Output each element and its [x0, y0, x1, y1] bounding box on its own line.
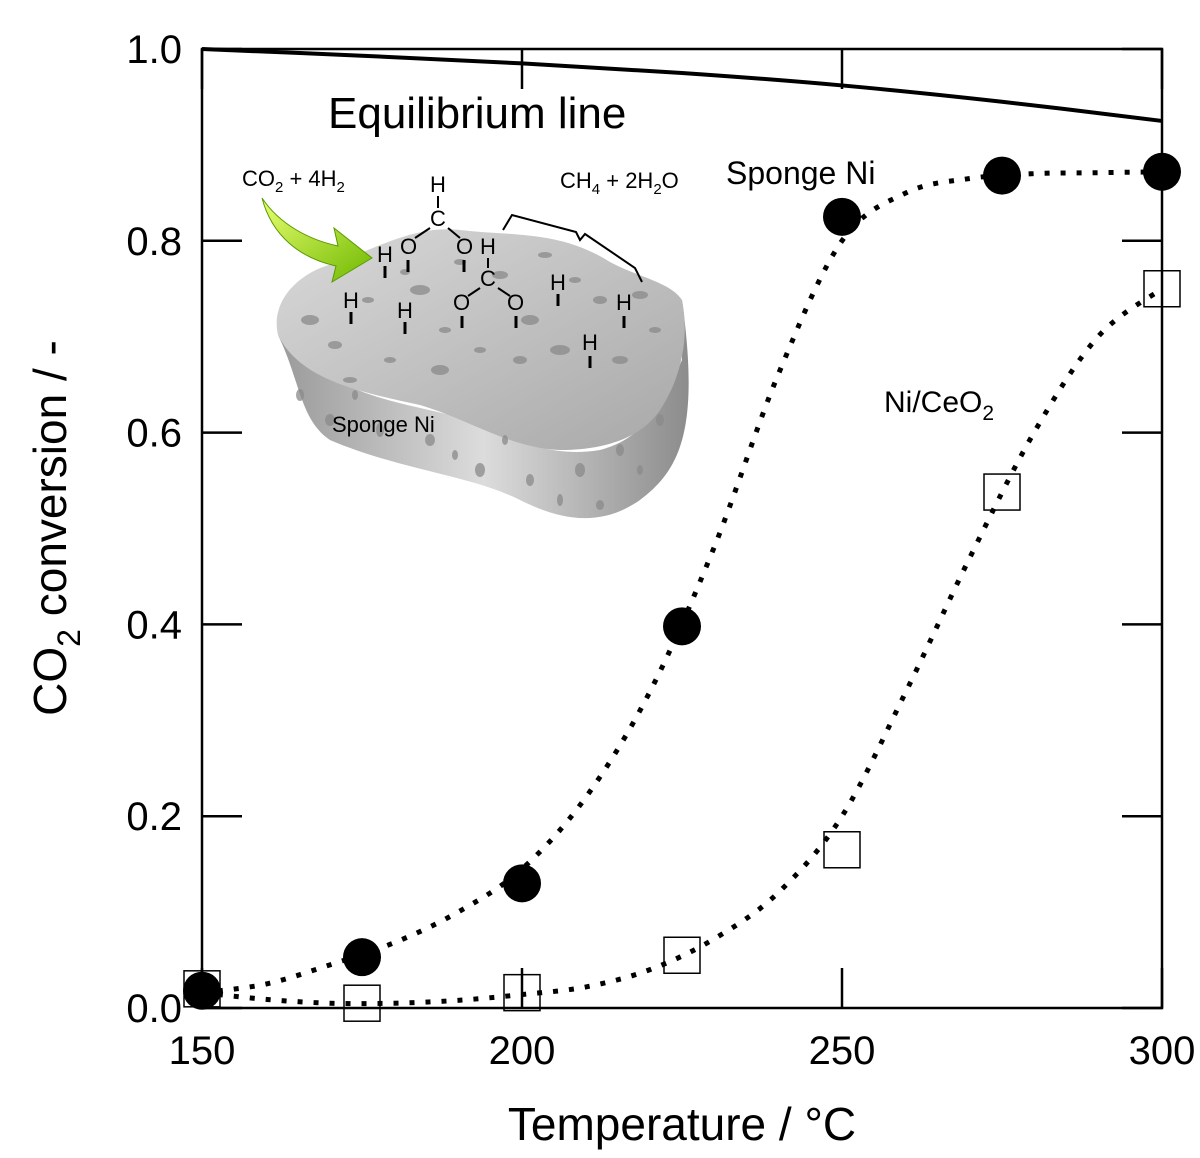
- sponge-ni-series-label: Sponge Ni: [726, 155, 875, 191]
- sponge-ni-point: [663, 607, 701, 646]
- ni-ceo2-point: [823, 831, 861, 869]
- sponge-ni-illustration: Sponge Ni CO2 + 4H2 CH4 + 2H2O H C O O H…: [242, 166, 689, 519]
- pore: [575, 463, 585, 477]
- product-brace: [502, 213, 643, 283]
- atom-h: H: [480, 234, 496, 259]
- plot-frame: [200, 47, 1164, 1010]
- pore: [569, 277, 581, 283]
- y-tick-label: 0.0: [126, 987, 182, 1031]
- pore: [475, 463, 485, 477]
- bond: [447, 227, 461, 239]
- ni-ceo2-point: [343, 984, 381, 1022]
- pore: [526, 474, 534, 486]
- equilibrium-line-label: Equilibrium line: [328, 89, 626, 138]
- pore: [632, 291, 648, 299]
- pore: [410, 285, 430, 295]
- sponge-ni-point: [183, 971, 221, 1010]
- pore: [557, 494, 563, 506]
- ni-ceo2-markers: [183, 270, 1181, 1022]
- pore: [612, 356, 628, 364]
- pore: [376, 423, 384, 437]
- atom-o: O: [507, 290, 524, 315]
- ni-ceo2-point: [503, 973, 541, 1012]
- atom-o: O: [456, 234, 473, 259]
- sponge-side: [278, 300, 689, 519]
- y-tick-label: 0.4: [126, 603, 182, 647]
- pore: [637, 465, 643, 475]
- equilibrium-line: [201, 47, 1163, 123]
- pore: [492, 271, 508, 279]
- sponge-ni-point: [1143, 152, 1181, 191]
- sponge-ni-markers: [183, 152, 1181, 1010]
- pore: [502, 435, 508, 445]
- pore: [593, 296, 607, 304]
- reactant-label: CO2 + 4H2: [242, 166, 345, 196]
- sponge-ni-point: [503, 864, 541, 903]
- atom-c: C: [480, 266, 496, 291]
- pore: [521, 315, 539, 325]
- x-tick-label: 300: [1129, 1029, 1196, 1073]
- pore: [649, 327, 661, 333]
- tick-labels: 150 200 250 300 0.0 0.2 0.4 0.6 0.8 1.0: [126, 28, 1195, 1073]
- x-tick-label: 200: [489, 1029, 556, 1073]
- reaction-arrow-icon: [261, 197, 373, 284]
- pore: [328, 341, 342, 349]
- y-tick-label: 0.8: [126, 220, 182, 264]
- y-tick-label: 1.0: [126, 28, 182, 72]
- pore: [513, 356, 527, 364]
- sponge-ni-point: [823, 197, 861, 236]
- y-tick-label: 0.6: [126, 412, 182, 456]
- pore: [296, 389, 304, 401]
- axis-ticks: [200, 47, 1164, 1010]
- x-tick-label: 150: [169, 1029, 236, 1073]
- pore: [352, 390, 358, 400]
- pore: [656, 414, 664, 426]
- atom-h: H: [582, 330, 598, 355]
- pore: [616, 444, 624, 456]
- bond: [467, 287, 481, 297]
- pore: [384, 357, 396, 363]
- x-axis-title: Temperature / °C: [508, 1098, 856, 1150]
- sponge-ni-point: [343, 938, 381, 977]
- adsorbed-hydrogens: H H H H H H: [343, 242, 632, 368]
- pore: [596, 500, 604, 510]
- pore: [439, 327, 451, 333]
- y-axis-title: CO2 conversion / -: [24, 340, 87, 716]
- atom-h: H: [343, 288, 359, 313]
- sponge-ni-point: [983, 156, 1021, 195]
- ni-ceo2-point: [663, 936, 701, 975]
- atom-h: H: [616, 290, 632, 315]
- product-label: CH4 + 2H2O: [560, 168, 679, 198]
- atom-h: H: [377, 242, 393, 267]
- bond: [497, 287, 511, 297]
- pore: [301, 315, 319, 325]
- pore: [474, 347, 486, 353]
- pore: [431, 365, 449, 375]
- pore: [325, 414, 335, 426]
- atom-o: O: [400, 234, 417, 259]
- ni-ceo2-point: [1143, 270, 1181, 308]
- sponge-top: [276, 229, 685, 450]
- pore: [343, 377, 357, 383]
- atom-c: C: [430, 206, 446, 231]
- pore: [362, 297, 374, 303]
- formate-molecule-1: H C O O: [400, 172, 473, 272]
- pore: [425, 434, 435, 446]
- atom-h: H: [430, 172, 446, 197]
- x-tick-label: 250: [809, 1029, 876, 1073]
- atom-o: O: [453, 290, 470, 315]
- atom-h: H: [397, 298, 413, 323]
- ni-ceo2-point: [983, 473, 1021, 511]
- formate-molecule-2: H C O O: [453, 234, 524, 328]
- ni-ceo2-series-label: Ni/CeO2: [884, 386, 994, 425]
- atom-h: H: [550, 270, 566, 295]
- bond: [414, 227, 431, 239]
- y-tick-label: 0.2: [126, 795, 182, 839]
- pore: [452, 450, 458, 460]
- sponge-label: Sponge Ni: [332, 412, 435, 437]
- pore: [538, 252, 552, 258]
- pore: [550, 345, 570, 355]
